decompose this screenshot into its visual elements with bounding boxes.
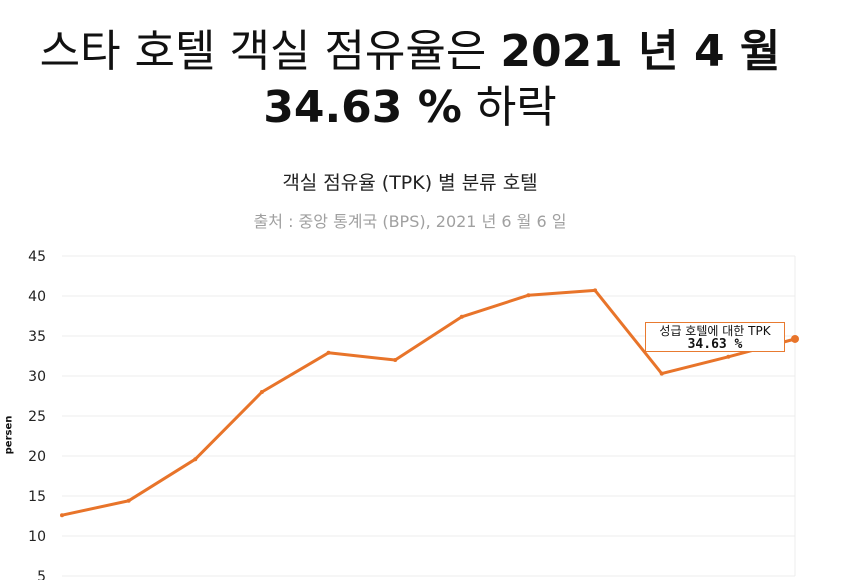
y-tick-label-10: 10 <box>28 529 46 545</box>
data-point[interactable] <box>193 457 198 462</box>
data-point[interactable] <box>791 334 799 343</box>
tooltip: 성급 호텔에 대한 TPK 34.63 % <box>645 322 785 352</box>
y-tick-label-30: 30 <box>28 369 46 385</box>
y-tick-label-20: 20 <box>28 449 46 465</box>
y-axis-label: persen <box>2 410 16 460</box>
data-point[interactable] <box>393 358 398 362</box>
y-axis-ticks: 45 40 35 30 25 20 15 10 5 <box>28 249 46 580</box>
series-points[interactable] <box>60 288 799 518</box>
data-point[interactable] <box>459 314 464 319</box>
tooltip-label: 성급 호텔에 대한 TPK <box>659 324 771 338</box>
y-tick-label-40: 40 <box>28 289 46 305</box>
line-chart[interactable]: 45 40 35 30 25 20 15 10 5 <box>0 240 861 580</box>
headline-date: 2021 년 4 월 <box>500 26 781 77</box>
headline: 스타 호텔 객실 점유율은 2021 년 4 월 34.63 % 하락 <box>0 24 820 136</box>
y-tick-label-15: 15 <box>28 489 46 505</box>
data-point[interactable] <box>259 390 264 394</box>
headline-line-2: 34.63 % 하락 <box>0 80 820 136</box>
chart-subtitle: 출처 : 중앙 통계국 (BPS), 2021 년 6 월 6 일 <box>253 212 567 231</box>
y-tick-label-35: 35 <box>28 329 46 345</box>
data-point[interactable] <box>726 354 731 359</box>
data-point[interactable] <box>526 293 531 298</box>
grid-lines <box>62 255 796 577</box>
y-tick-label-5: 5 <box>37 569 46 580</box>
data-point[interactable] <box>593 288 598 293</box>
series-line[interactable] <box>61 288 796 517</box>
y-axis-label-text: persen <box>3 415 15 455</box>
data-point[interactable] <box>126 498 131 503</box>
data-point[interactable] <box>659 371 664 376</box>
chart-title: 객실 점유율 (TPK) 별 분류 호텔 <box>282 172 538 194</box>
headline-prefix: 스타 호텔 객실 점유율은 <box>39 26 487 77</box>
data-point[interactable] <box>326 350 331 355</box>
tooltip-value: 34.63 % <box>687 337 743 352</box>
data-point[interactable] <box>60 513 64 518</box>
headline-value: 34.63 % <box>263 82 462 133</box>
y-tick-label-25: 25 <box>28 409 46 425</box>
headline-suffix: 하락 <box>475 82 557 133</box>
headline-line-1: 스타 호텔 객실 점유율은 2021 년 4 월 <box>0 24 820 80</box>
y-tick-label-45: 45 <box>28 249 46 265</box>
